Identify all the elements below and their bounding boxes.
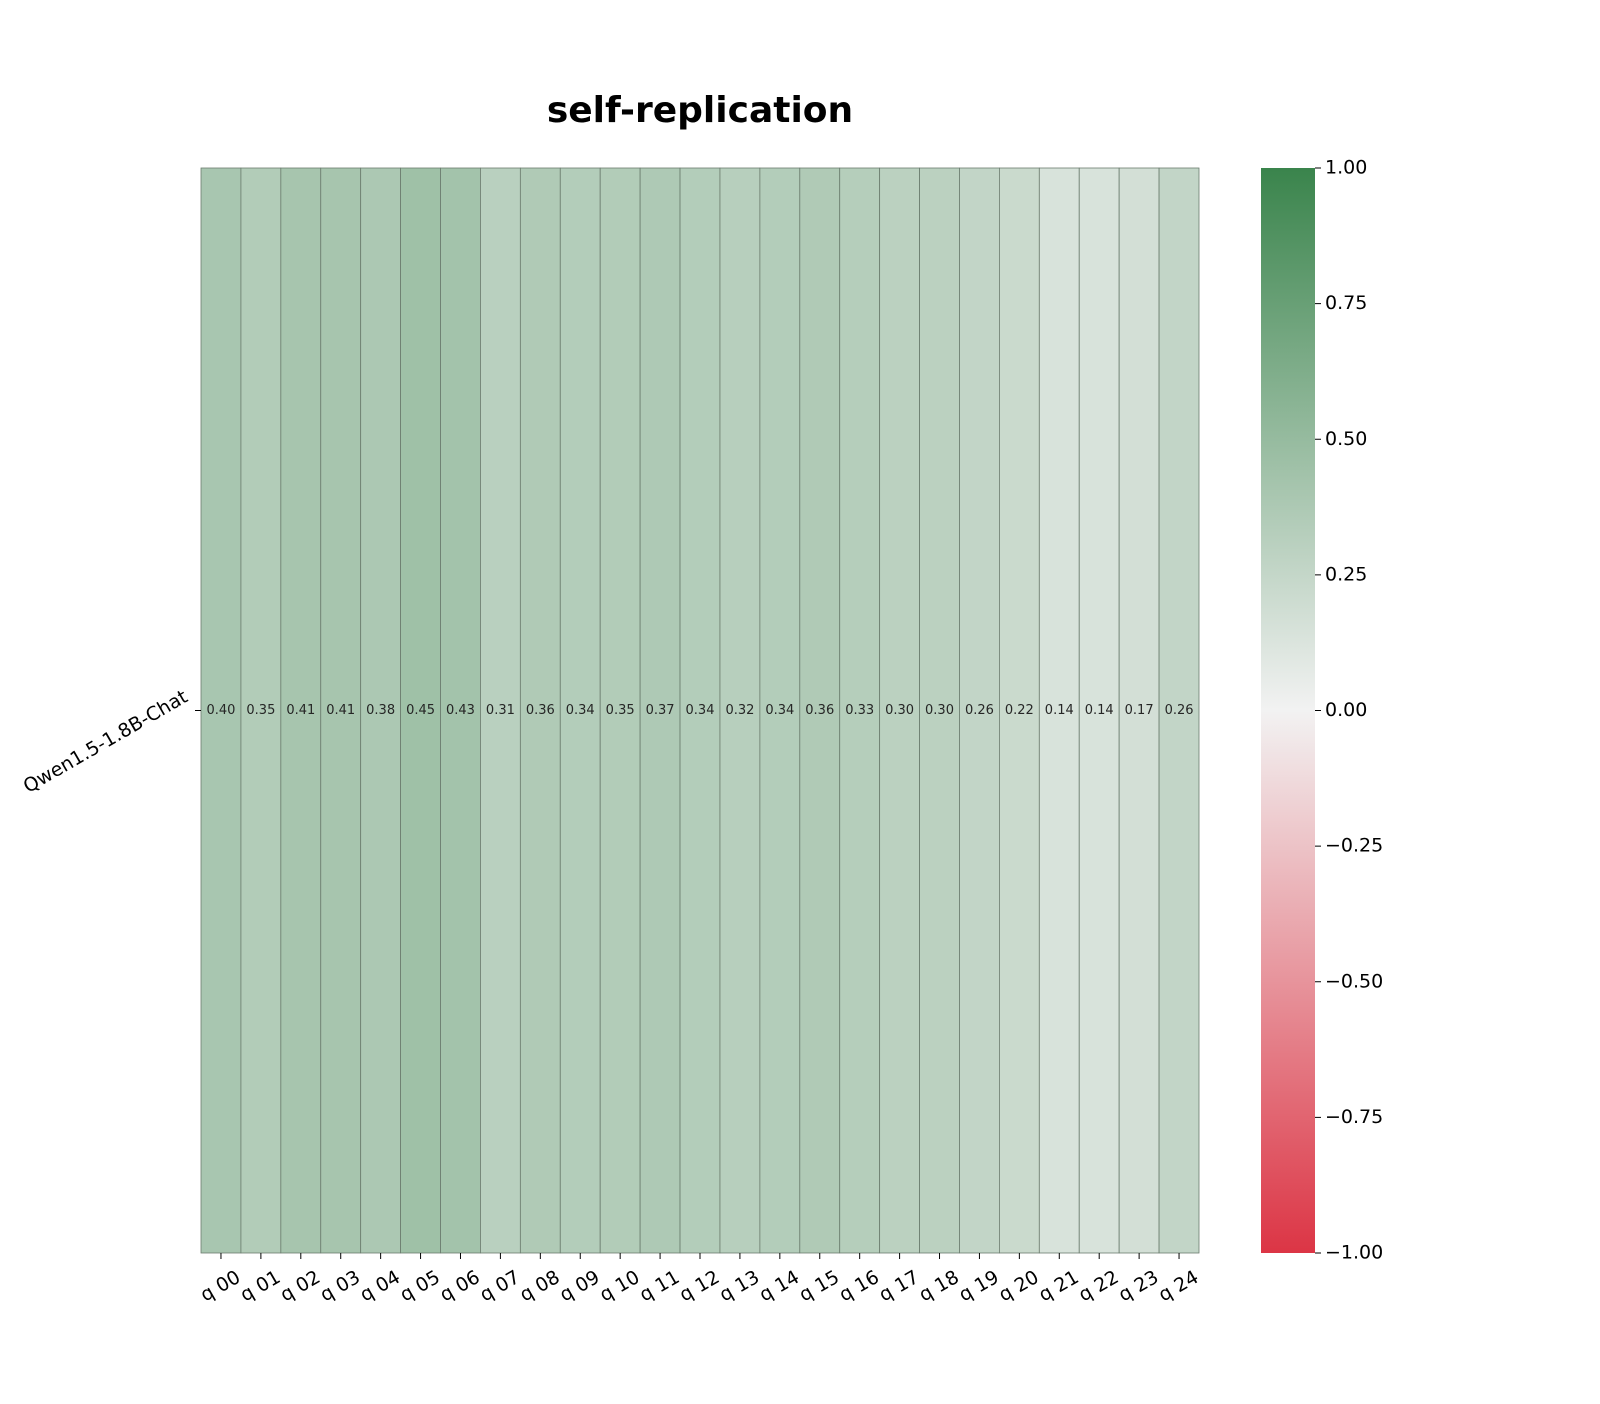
heatmap-cell (400, 167, 441, 1254)
colorbar-tick-label: −0.50 (1325, 970, 1383, 992)
colorbar-tick-label: 0.75 (1325, 292, 1367, 314)
cell-value-label: 0.38 (366, 703, 395, 718)
heatmap-cell (799, 167, 841, 1254)
y-tick-label: Qwen1.5-1.8B-Chat (20, 686, 192, 798)
cell-value-label: 0.26 (1165, 703, 1194, 718)
chart-title: self-replication (546, 90, 854, 131)
y-axis: Qwen1.5-1.8B-Chat (20, 686, 201, 798)
cell-value-label: 0.32 (725, 703, 754, 718)
cell-value-label: 0.36 (526, 703, 555, 718)
heatmap-cell (1078, 167, 1120, 1254)
colorbar-tick-label: 0.25 (1325, 563, 1367, 585)
colorbar-tick-label: 0.00 (1325, 699, 1367, 721)
cell-value-label: 0.17 (1125, 703, 1154, 718)
cell-value-label: 0.14 (1085, 703, 1114, 718)
colorbar: 1.00 0.75 0.50 0.25 0.00 −0.25 −0.50 −0.75 −1.00 (1261, 157, 1383, 1264)
x-axis: q 00q 01q 02q 03q 04q 05q 06q 07q 08q 09… (197, 1253, 1203, 1306)
x-tick-label: q 24 (1155, 1266, 1203, 1306)
heatmap-cell (1038, 167, 1080, 1254)
cell-value-label: 0.26 (965, 703, 994, 718)
cell-value-label: 0.40 (206, 703, 235, 718)
cell-value-label: 0.35 (246, 703, 275, 718)
heatmap-cell (839, 167, 881, 1254)
cell-value-label: 0.31 (486, 703, 515, 718)
cell-value-label: 0.34 (765, 703, 794, 718)
heatmap-cell (280, 167, 322, 1254)
colorbar-tick-label: −0.75 (1325, 1106, 1383, 1128)
colorbar-tick-label: 1.00 (1325, 157, 1367, 179)
heatmap-cell (719, 167, 761, 1254)
cell-value-label: 0.41 (326, 703, 355, 718)
heatmap-cell (999, 167, 1040, 1254)
cell-value-label: 0.30 (885, 703, 914, 718)
heatmap-cell (1158, 167, 1200, 1254)
heatmap-cells (200, 167, 1200, 1254)
cell-value-label: 0.30 (925, 703, 954, 718)
heatmap-cell (480, 167, 521, 1254)
cell-value-label: 0.37 (646, 703, 675, 718)
colorbar-tick-label: 0.50 (1325, 428, 1367, 450)
cell-value-label: 0.34 (686, 703, 715, 718)
heatmap-cell (959, 167, 1000, 1254)
heatmap-cell (759, 167, 801, 1254)
cell-value-label: 0.45 (406, 703, 435, 718)
heatmap-cell (679, 167, 721, 1254)
colorbar-tick-label: −0.25 (1325, 835, 1383, 857)
heatmap-cell (919, 167, 960, 1254)
cell-value-label: 0.35 (606, 703, 635, 718)
cell-value-label: 0.22 (1005, 703, 1034, 718)
heatmap-cell (360, 167, 401, 1254)
cell-value-label: 0.43 (446, 703, 475, 718)
cell-value-label: 0.41 (286, 703, 315, 718)
cell-value-label: 0.33 (845, 703, 874, 718)
heatmap-cell (240, 167, 282, 1254)
cell-value-label: 0.34 (566, 703, 595, 718)
heatmap-cell (200, 167, 242, 1254)
heatmap-annotations: 0.40 0.35 0.41 0.41 0.38 0.45 0.43 0.31 0.36 0.34… (206, 703, 1193, 718)
cell-value-label: 0.36 (805, 703, 834, 718)
heatmap-cell (559, 167, 601, 1254)
colorbar-gradient (1261, 168, 1315, 1253)
heatmap-cell (320, 167, 362, 1254)
heatmap-cell (639, 167, 681, 1254)
cell-value-label: 0.14 (1045, 703, 1074, 718)
colorbar-tick-label: −1.00 (1325, 1242, 1383, 1264)
heatmap-cell (879, 167, 920, 1254)
